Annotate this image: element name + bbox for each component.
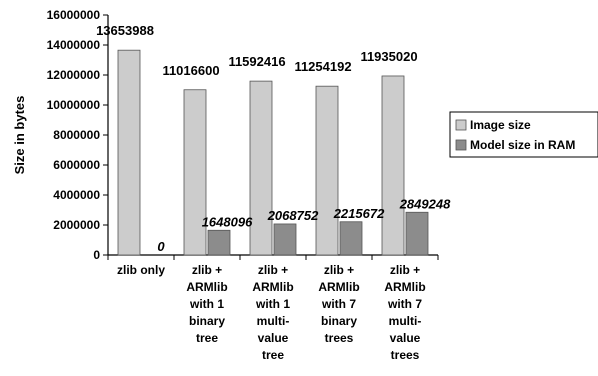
model-size-in-ram-data-label: 1648096 [202,214,253,229]
y-tick-label: 2000000 [53,218,100,232]
x-category-label: zlib only [117,263,165,277]
y-tick-label: 8000000 [53,128,100,142]
image-size-bar [117,49,141,256]
y-tick-label: 4000000 [53,188,100,202]
legend-box [449,111,598,158]
image-size-data-label: 13653988 [96,23,154,38]
model-size-in-ram-data-label: 2215672 [333,206,385,221]
y-tick-label: 14000000 [47,38,101,52]
image-size-bar [249,80,273,256]
model-size-in-ram-data-label: 2849248 [399,196,451,211]
image-size-bar [315,85,339,256]
y-tick-label: 6000000 [53,158,100,172]
y-axis-label: Size in bytes [12,96,27,175]
image-size-legend-swatch [455,119,467,131]
model-size-in-ram-bar [405,211,429,256]
image-size-data-label: 11592416 [228,54,285,69]
image-size-data-label: 11016600 [162,63,219,78]
model-size-in-ram-legend-swatch [455,139,467,151]
image-size-data-label: 11254192 [294,59,351,74]
y-tick-label: 12000000 [47,68,101,82]
y-tick-label: 10000000 [47,98,101,112]
model-size-in-ram-bar [273,223,297,256]
data-labels: 13653988 11016600 11592416 11254192 11935020… [96,23,451,254]
category-labels: zlib only zlib + ARMlib with 1 binary tree zli… [117,263,426,362]
model-size-in-ram-bar [207,229,231,256]
model-size-in-ram-data-label: 0 [157,239,165,254]
bars [117,49,429,256]
axes: 0 2000000 4000000 6000000 8000000 10000000 120… [47,8,439,262]
image-size-bar [183,89,207,256]
x-category-label: zlib + ARMlib with 1 multi-value tree [252,263,293,362]
y-tick-label: 16000000 [47,8,101,22]
image-size-bar [381,75,405,256]
image-size-data-label: 11935020 [360,49,417,64]
x-category-label: zlib + ARMlib with 7 binary trees [318,263,359,345]
image-size-legend-label: Image size [470,118,531,132]
legend: Image size Model size in RAM [449,111,598,158]
model-size-in-ram-bar [339,221,363,256]
y-tick-label: 0 [93,248,100,262]
x-category-label: zlib + ARMlib with 7 multi-value trees [384,263,425,362]
model-size-in-ram-data-label: 2068752 [267,208,319,223]
model-size-in-ram-legend-label: Model size in RAM [470,138,575,152]
x-category-label: zlib + ARMlib with 1 binary tree [186,263,227,345]
